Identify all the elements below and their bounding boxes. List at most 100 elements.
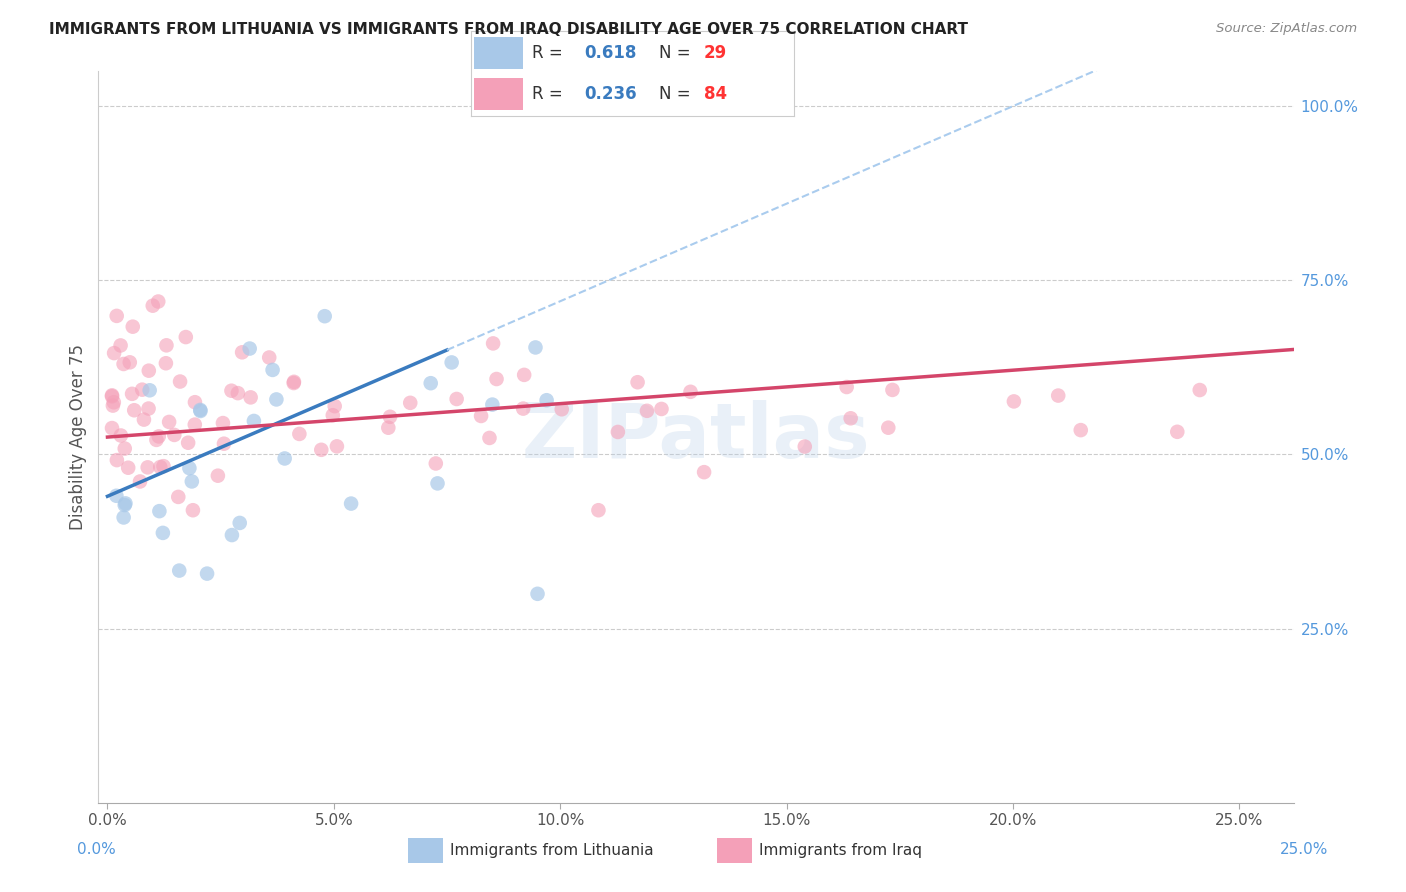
Point [221,528,243,542]
Point [103,395,125,409]
Point [322,409,344,423]
Point [323,399,346,413]
Point [114,496,136,510]
Point [229,516,252,530]
Point [136,460,159,475]
Point [378,409,401,424]
Point [101,388,124,402]
Text: R =: R = [533,45,568,62]
Point [142,299,165,313]
Point [283,376,305,390]
Point [212,416,235,430]
Point [138,401,160,416]
Point [257,351,280,365]
Point [145,433,167,447]
Point [188,403,211,417]
Point [650,401,672,416]
Point [835,380,858,394]
Point [243,414,266,428]
Point [239,390,262,404]
Point [112,357,135,371]
Point [163,428,186,442]
Point [132,412,155,426]
Point [425,457,447,471]
Text: 29: 29 [704,45,727,62]
Point [470,409,492,423]
FancyBboxPatch shape [474,37,523,70]
Point [1070,423,1092,437]
Point [288,426,311,441]
Point [112,510,135,524]
Text: Immigrants from Lithuania: Immigrants from Lithuania [450,843,654,857]
Point [101,389,124,403]
Point [177,435,200,450]
Point [117,460,139,475]
Point [485,372,508,386]
Point [148,294,170,309]
Point [110,338,132,352]
Point [419,376,441,391]
Point [101,421,124,435]
Point [105,309,128,323]
Point [588,503,610,517]
Point [1047,388,1070,402]
Point [152,459,174,474]
Point [129,475,152,489]
Point [138,364,160,378]
Point [526,587,548,601]
Point [179,461,201,475]
Point [1166,425,1188,439]
Point [152,525,174,540]
Point [793,440,815,454]
Point [877,420,900,434]
Text: 0.618: 0.618 [585,45,637,62]
Point [190,404,212,418]
Text: 25.0%: 25.0% [1281,842,1329,856]
Point [326,439,349,453]
Point [212,436,235,450]
Point [105,453,128,467]
Text: ZIPatlas: ZIPatlas [522,401,870,474]
Point [440,355,463,369]
Text: Source: ZipAtlas.com: Source: ZipAtlas.com [1216,22,1357,36]
Point [157,415,180,429]
Point [606,425,628,439]
Point [226,386,249,401]
Point [207,468,229,483]
Point [118,355,141,369]
Point [481,398,503,412]
Point [340,497,363,511]
Text: 0.0%: 0.0% [77,842,117,856]
Point [181,503,204,517]
Point [513,368,536,382]
Point [693,465,716,479]
Point [105,489,128,503]
Point [149,460,172,475]
Point [266,392,288,407]
Text: 0.236: 0.236 [585,85,637,103]
Y-axis label: Disability Age Over 75: Disability Age Over 75 [69,344,87,530]
Point [636,404,658,418]
Point [167,490,190,504]
Point [155,338,177,352]
Point [122,403,145,417]
Point [839,411,862,425]
Point [273,451,295,466]
Text: N =: N = [658,45,696,62]
Point [377,421,399,435]
Point [626,376,648,390]
Point [551,402,574,417]
Point [167,564,190,578]
Point [101,399,124,413]
Point [231,345,253,359]
Point [426,476,449,491]
Point [314,309,336,323]
Point [482,336,505,351]
Point [121,387,143,401]
Point [399,396,422,410]
Point [180,475,202,489]
Point [148,429,170,443]
Point [114,498,136,512]
Point [103,346,125,360]
Point [169,375,191,389]
